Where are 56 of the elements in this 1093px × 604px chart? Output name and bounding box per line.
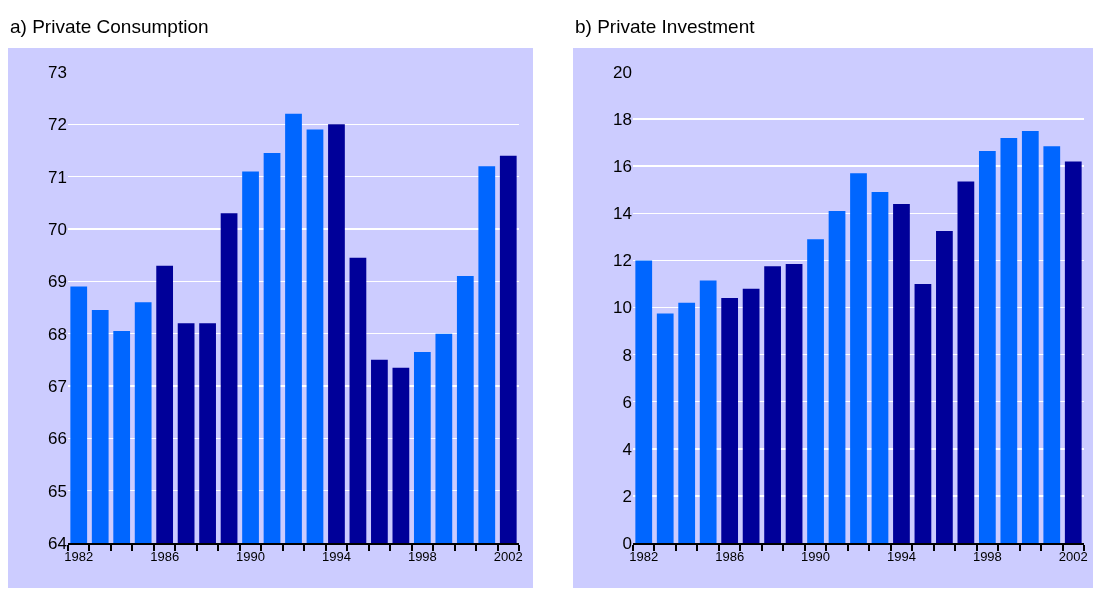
bar <box>1021 130 1039 543</box>
y-tick-label: 65 <box>48 481 67 501</box>
x-tick-label: 1998 <box>407 548 437 564</box>
y-tick-label: 14 <box>613 204 632 224</box>
x-tick-label: 1994 <box>321 548 351 564</box>
bar <box>785 263 803 543</box>
bar <box>807 239 824 543</box>
bar <box>978 150 996 543</box>
y-tick-label: 73 <box>48 62 67 82</box>
bar <box>764 266 781 543</box>
bar <box>678 302 696 543</box>
y-tick-label: 4 <box>622 439 632 459</box>
bar <box>635 260 653 543</box>
x-tick-label: 1986 <box>150 548 180 564</box>
y-tick-label: 8 <box>622 345 632 365</box>
bar <box>742 288 760 543</box>
bar <box>893 203 910 543</box>
bar <box>828 210 846 543</box>
y-tick-label: 6 <box>622 392 632 412</box>
bar <box>721 298 739 543</box>
y-tick-label: 20 <box>613 62 632 82</box>
y-tick-label: 16 <box>613 157 632 177</box>
x-tick-label: 1990 <box>236 548 266 564</box>
bar <box>936 230 953 543</box>
y-tick-label: 70 <box>48 219 67 239</box>
y-tick-label: 67 <box>48 376 67 396</box>
x-tick-label: 1998 <box>972 548 1002 564</box>
bar <box>871 192 889 543</box>
y-tick-label: 69 <box>48 272 67 292</box>
y-tick-label: 0 <box>622 533 632 553</box>
x-tick-label: 2002 <box>1058 548 1088 564</box>
x-tick-label: 1994 <box>886 548 916 564</box>
bar <box>957 181 975 543</box>
bar <box>1043 146 1061 543</box>
y-tick-label: 72 <box>48 115 67 135</box>
y-tick-label: 18 <box>613 110 632 130</box>
y-tick-label: 71 <box>48 167 67 187</box>
bar <box>1064 161 1082 543</box>
x-tick-label: 1990 <box>801 548 831 564</box>
x-tick-label: 1982 <box>64 548 94 564</box>
y-tick-label: 2 <box>622 486 632 506</box>
bar <box>699 280 717 543</box>
chart-title: b) Private Investment <box>575 16 756 39</box>
x-tick-label: 2002 <box>493 548 523 564</box>
y-tick-label: 64 <box>48 533 67 553</box>
bar <box>1000 137 1018 543</box>
x-tick-label: 1982 <box>629 548 659 564</box>
y-tick-label: 12 <box>613 251 632 271</box>
y-tick-label: 10 <box>613 298 632 318</box>
y-tick-label: 66 <box>48 429 67 449</box>
bar <box>656 313 674 543</box>
y-tick-label: 68 <box>48 324 67 344</box>
chart-title: a) Private Consumption <box>10 16 210 39</box>
x-tick-label: 1986 <box>715 548 745 564</box>
bar <box>850 173 867 543</box>
bar <box>914 283 932 543</box>
